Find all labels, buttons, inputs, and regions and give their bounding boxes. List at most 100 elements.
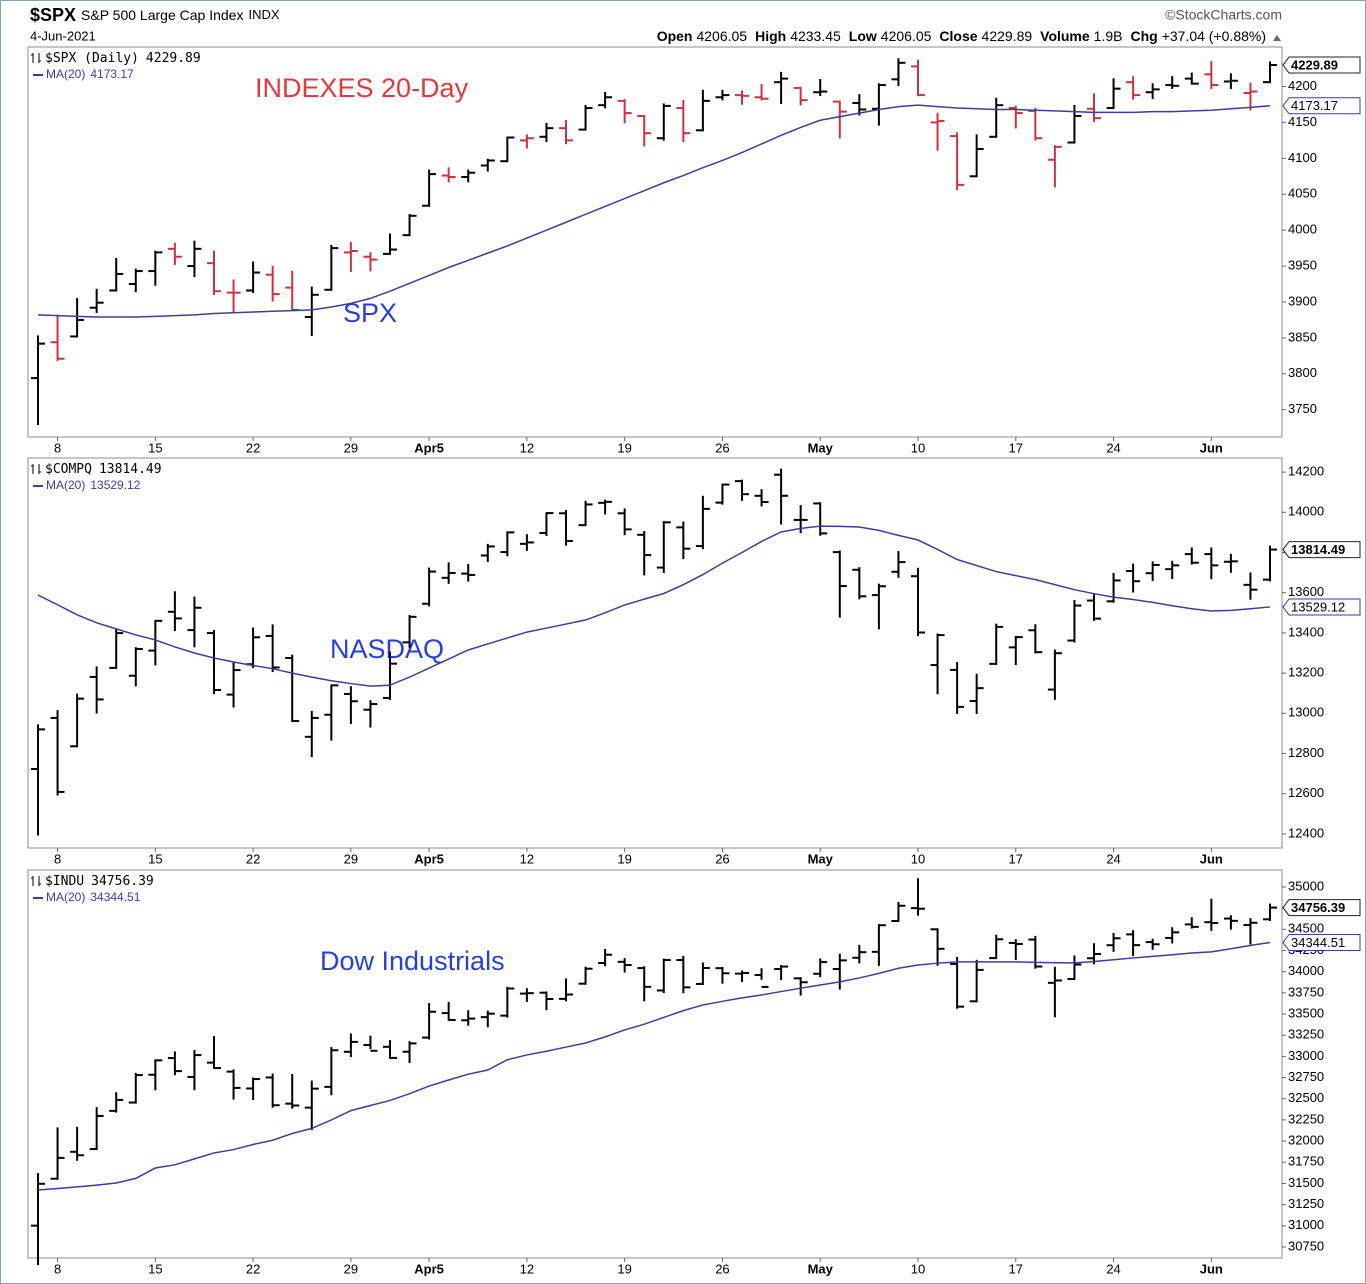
y-tick-label: 3950 xyxy=(1288,257,1317,272)
x-tick-label: 8 xyxy=(54,1261,61,1276)
y-tick-label: 35000 xyxy=(1288,878,1324,893)
x-tick-label: 24 xyxy=(1106,1261,1120,1276)
annotation: Dow Industrials xyxy=(320,946,505,976)
moving-average-line xyxy=(37,104,1271,318)
x-tick-label: 15 xyxy=(148,440,162,455)
symbol: $SPX xyxy=(30,5,76,25)
y-tick-label: 32750 xyxy=(1288,1069,1324,1084)
quote-label: Low xyxy=(849,28,877,44)
x-tick-label: 10 xyxy=(911,1261,925,1276)
header-date: 4-Jun-2021 xyxy=(30,28,96,43)
legend-value: 13529.12 xyxy=(90,478,140,492)
x-tick-label: 26 xyxy=(715,1261,729,1276)
y-tick-label: 30750 xyxy=(1288,1238,1324,1253)
y-tick-label: 33250 xyxy=(1288,1027,1324,1042)
legend-name: $SPX (Daily) xyxy=(45,51,139,66)
y-tick-label: 14200 xyxy=(1288,464,1324,479)
y-tick-label: 34000 xyxy=(1288,963,1324,978)
y-tick-label: 13400 xyxy=(1288,624,1324,639)
quote-label: Chg xyxy=(1130,28,1157,44)
last-value-box xyxy=(1282,899,1361,917)
y-tick-label: 4050 xyxy=(1288,186,1317,201)
last-value-box xyxy=(1282,933,1361,951)
x-tick-label: 17 xyxy=(1009,851,1023,866)
legend-entry: $COMPQ 13814.49 xyxy=(45,462,162,477)
source: ©StockCharts.com xyxy=(1165,7,1282,23)
x-tick-label: 15 xyxy=(148,1261,162,1276)
legend-name: $COMPQ xyxy=(45,462,92,477)
y-tick-label: 12800 xyxy=(1288,745,1324,760)
legend-icon xyxy=(31,464,41,474)
quote-value: 1.9B xyxy=(1094,28,1123,44)
x-tick-label: May xyxy=(808,440,834,455)
x-tick-label: 8 xyxy=(54,440,61,455)
x-tick-label: Jun xyxy=(1200,1261,1223,1276)
header-title: $SPX S&P 500 Large Cap Index INDX xyxy=(30,5,280,25)
x-tick-label: 22 xyxy=(246,1261,260,1276)
exchange: INDX xyxy=(248,7,279,22)
x-tick-label: Jun xyxy=(1200,851,1223,866)
last-value-box xyxy=(1282,56,1361,74)
y-tick-label: 34500 xyxy=(1288,921,1324,936)
last-value-label: 13529.12 xyxy=(1291,599,1345,614)
index-name: S&P 500 Large Cap Index xyxy=(81,7,243,23)
y-tick-label: 4150 xyxy=(1288,114,1317,129)
y-tick-label: 13200 xyxy=(1288,665,1324,680)
y-tick-label: 3750 xyxy=(1288,401,1317,416)
y-tick-label: 31500 xyxy=(1288,1175,1324,1190)
y-tick-label: 31250 xyxy=(1288,1196,1324,1211)
annotation: NASDAQ xyxy=(330,634,444,664)
x-tick-label: 24 xyxy=(1106,851,1120,866)
x-tick-label: 22 xyxy=(246,440,260,455)
legend-entry: MA(20) 34344.51 xyxy=(46,890,141,904)
x-tick-label: 17 xyxy=(1009,440,1023,455)
last-value-label: 4229.89 xyxy=(1291,57,1338,72)
annotation: INDEXES 20-Day xyxy=(255,73,469,103)
moving-average-line xyxy=(37,525,1271,687)
y-tick-label: 31750 xyxy=(1288,1154,1324,1169)
legend-entry: $SPX (Daily) 4229.89 xyxy=(45,51,201,66)
change-arrow xyxy=(1273,35,1281,41)
y-tick-label: 12600 xyxy=(1288,785,1324,800)
x-tick-label: 8 xyxy=(54,851,61,866)
legend-value: 13814.49 xyxy=(99,462,162,477)
legend-name: $INDU xyxy=(45,874,84,889)
quote-label: Volume xyxy=(1040,28,1090,44)
x-tick-label: 24 xyxy=(1106,440,1120,455)
y-tick-label: 14000 xyxy=(1288,504,1324,519)
last-value-box xyxy=(1282,97,1361,115)
x-tick-label: 12 xyxy=(520,440,534,455)
last-value-box xyxy=(1282,541,1361,559)
quote-label: Open xyxy=(657,28,693,44)
y-tick-label: 33000 xyxy=(1288,1048,1324,1063)
quote-value: +37.04 (+0.88%) xyxy=(1162,28,1266,44)
x-tick-label: 22 xyxy=(246,851,260,866)
y-tick-label: 3800 xyxy=(1288,365,1317,380)
y-tick-label: 3900 xyxy=(1288,293,1317,308)
y-tick-label: 33750 xyxy=(1288,984,1324,999)
x-tick-label: 29 xyxy=(344,851,358,866)
last-value-label: 4173.17 xyxy=(1291,98,1338,113)
legend-name: MA(20) xyxy=(46,890,85,904)
x-tick-label: 10 xyxy=(911,440,925,455)
y-tick-label: 32500 xyxy=(1288,1090,1324,1105)
x-tick-label: 17 xyxy=(1009,1261,1023,1276)
y-tick-label: 12400 xyxy=(1288,825,1324,840)
y-tick-label: 13600 xyxy=(1288,584,1324,599)
legend-icon xyxy=(31,876,41,886)
y-tick-label: 4100 xyxy=(1288,150,1317,165)
x-tick-label: May xyxy=(808,851,834,866)
y-tick-label: 32250 xyxy=(1288,1111,1324,1126)
x-tick-label: 19 xyxy=(617,440,631,455)
y-tick-label: 33500 xyxy=(1288,1005,1324,1020)
x-tick-label: 12 xyxy=(520,851,534,866)
legend-icon xyxy=(31,53,41,63)
x-tick-label: 29 xyxy=(344,1261,358,1276)
plot-frame xyxy=(27,869,1283,1259)
x-tick-label: Apr5 xyxy=(414,851,444,866)
quote-line: Open 4206.05 High 4233.45 Low 4206.05 Close 422… xyxy=(657,28,1266,44)
legend-name: MA(20) xyxy=(46,478,85,492)
x-tick-label: 12 xyxy=(520,1261,534,1276)
moving-average-line xyxy=(37,941,1271,1191)
